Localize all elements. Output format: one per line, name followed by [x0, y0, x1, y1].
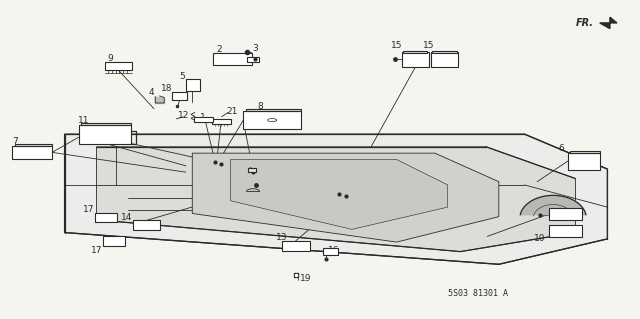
Bar: [81, 123, 131, 125]
Text: FR.: FR.: [575, 18, 593, 28]
Text: 16: 16: [328, 247, 340, 256]
Polygon shape: [600, 17, 617, 29]
Bar: [95, 212, 117, 222]
Bar: [568, 152, 600, 170]
Bar: [247, 56, 259, 62]
Text: 11: 11: [78, 115, 90, 125]
Polygon shape: [520, 196, 586, 215]
Bar: [323, 248, 338, 255]
Polygon shape: [97, 147, 575, 252]
Text: 21: 21: [226, 107, 237, 116]
Polygon shape: [230, 160, 448, 229]
Polygon shape: [65, 134, 607, 264]
Text: 2: 2: [216, 45, 222, 55]
Text: 10: 10: [534, 234, 545, 243]
Polygon shape: [192, 153, 499, 242]
Bar: [186, 79, 200, 91]
Bar: [12, 145, 52, 159]
Text: 17: 17: [83, 205, 95, 214]
Bar: [15, 144, 52, 145]
Text: 5: 5: [179, 72, 185, 81]
Bar: [246, 109, 301, 111]
Text: 20: 20: [534, 201, 545, 210]
Bar: [133, 220, 160, 230]
Bar: [548, 208, 582, 220]
Text: 1: 1: [200, 113, 205, 122]
Bar: [403, 51, 428, 53]
Text: 4: 4: [148, 88, 154, 97]
Bar: [248, 168, 256, 172]
Bar: [431, 52, 458, 67]
Text: 3: 3: [252, 44, 258, 54]
Text: 8: 8: [258, 102, 264, 111]
Text: 6: 6: [559, 144, 564, 153]
Text: 15: 15: [391, 41, 403, 50]
Text: 17: 17: [91, 246, 102, 255]
Bar: [548, 225, 582, 237]
Bar: [212, 53, 252, 65]
Text: 14: 14: [122, 213, 133, 222]
Polygon shape: [156, 97, 164, 103]
Text: 13: 13: [276, 234, 287, 242]
Text: 9: 9: [108, 54, 113, 63]
Text: 5S03 81301 A: 5S03 81301 A: [448, 289, 508, 298]
Text: 15: 15: [423, 41, 435, 50]
Bar: [243, 111, 301, 129]
Bar: [105, 62, 132, 70]
Bar: [79, 125, 131, 144]
Bar: [433, 51, 457, 53]
Bar: [570, 151, 600, 153]
Bar: [193, 117, 212, 122]
Bar: [282, 241, 310, 251]
Text: 12: 12: [178, 111, 189, 120]
Text: 19: 19: [300, 274, 311, 283]
Text: 18: 18: [161, 85, 173, 93]
Text: 7: 7: [12, 137, 18, 145]
Bar: [212, 120, 231, 124]
Bar: [402, 52, 429, 67]
Bar: [172, 92, 187, 100]
Bar: [103, 236, 125, 246]
